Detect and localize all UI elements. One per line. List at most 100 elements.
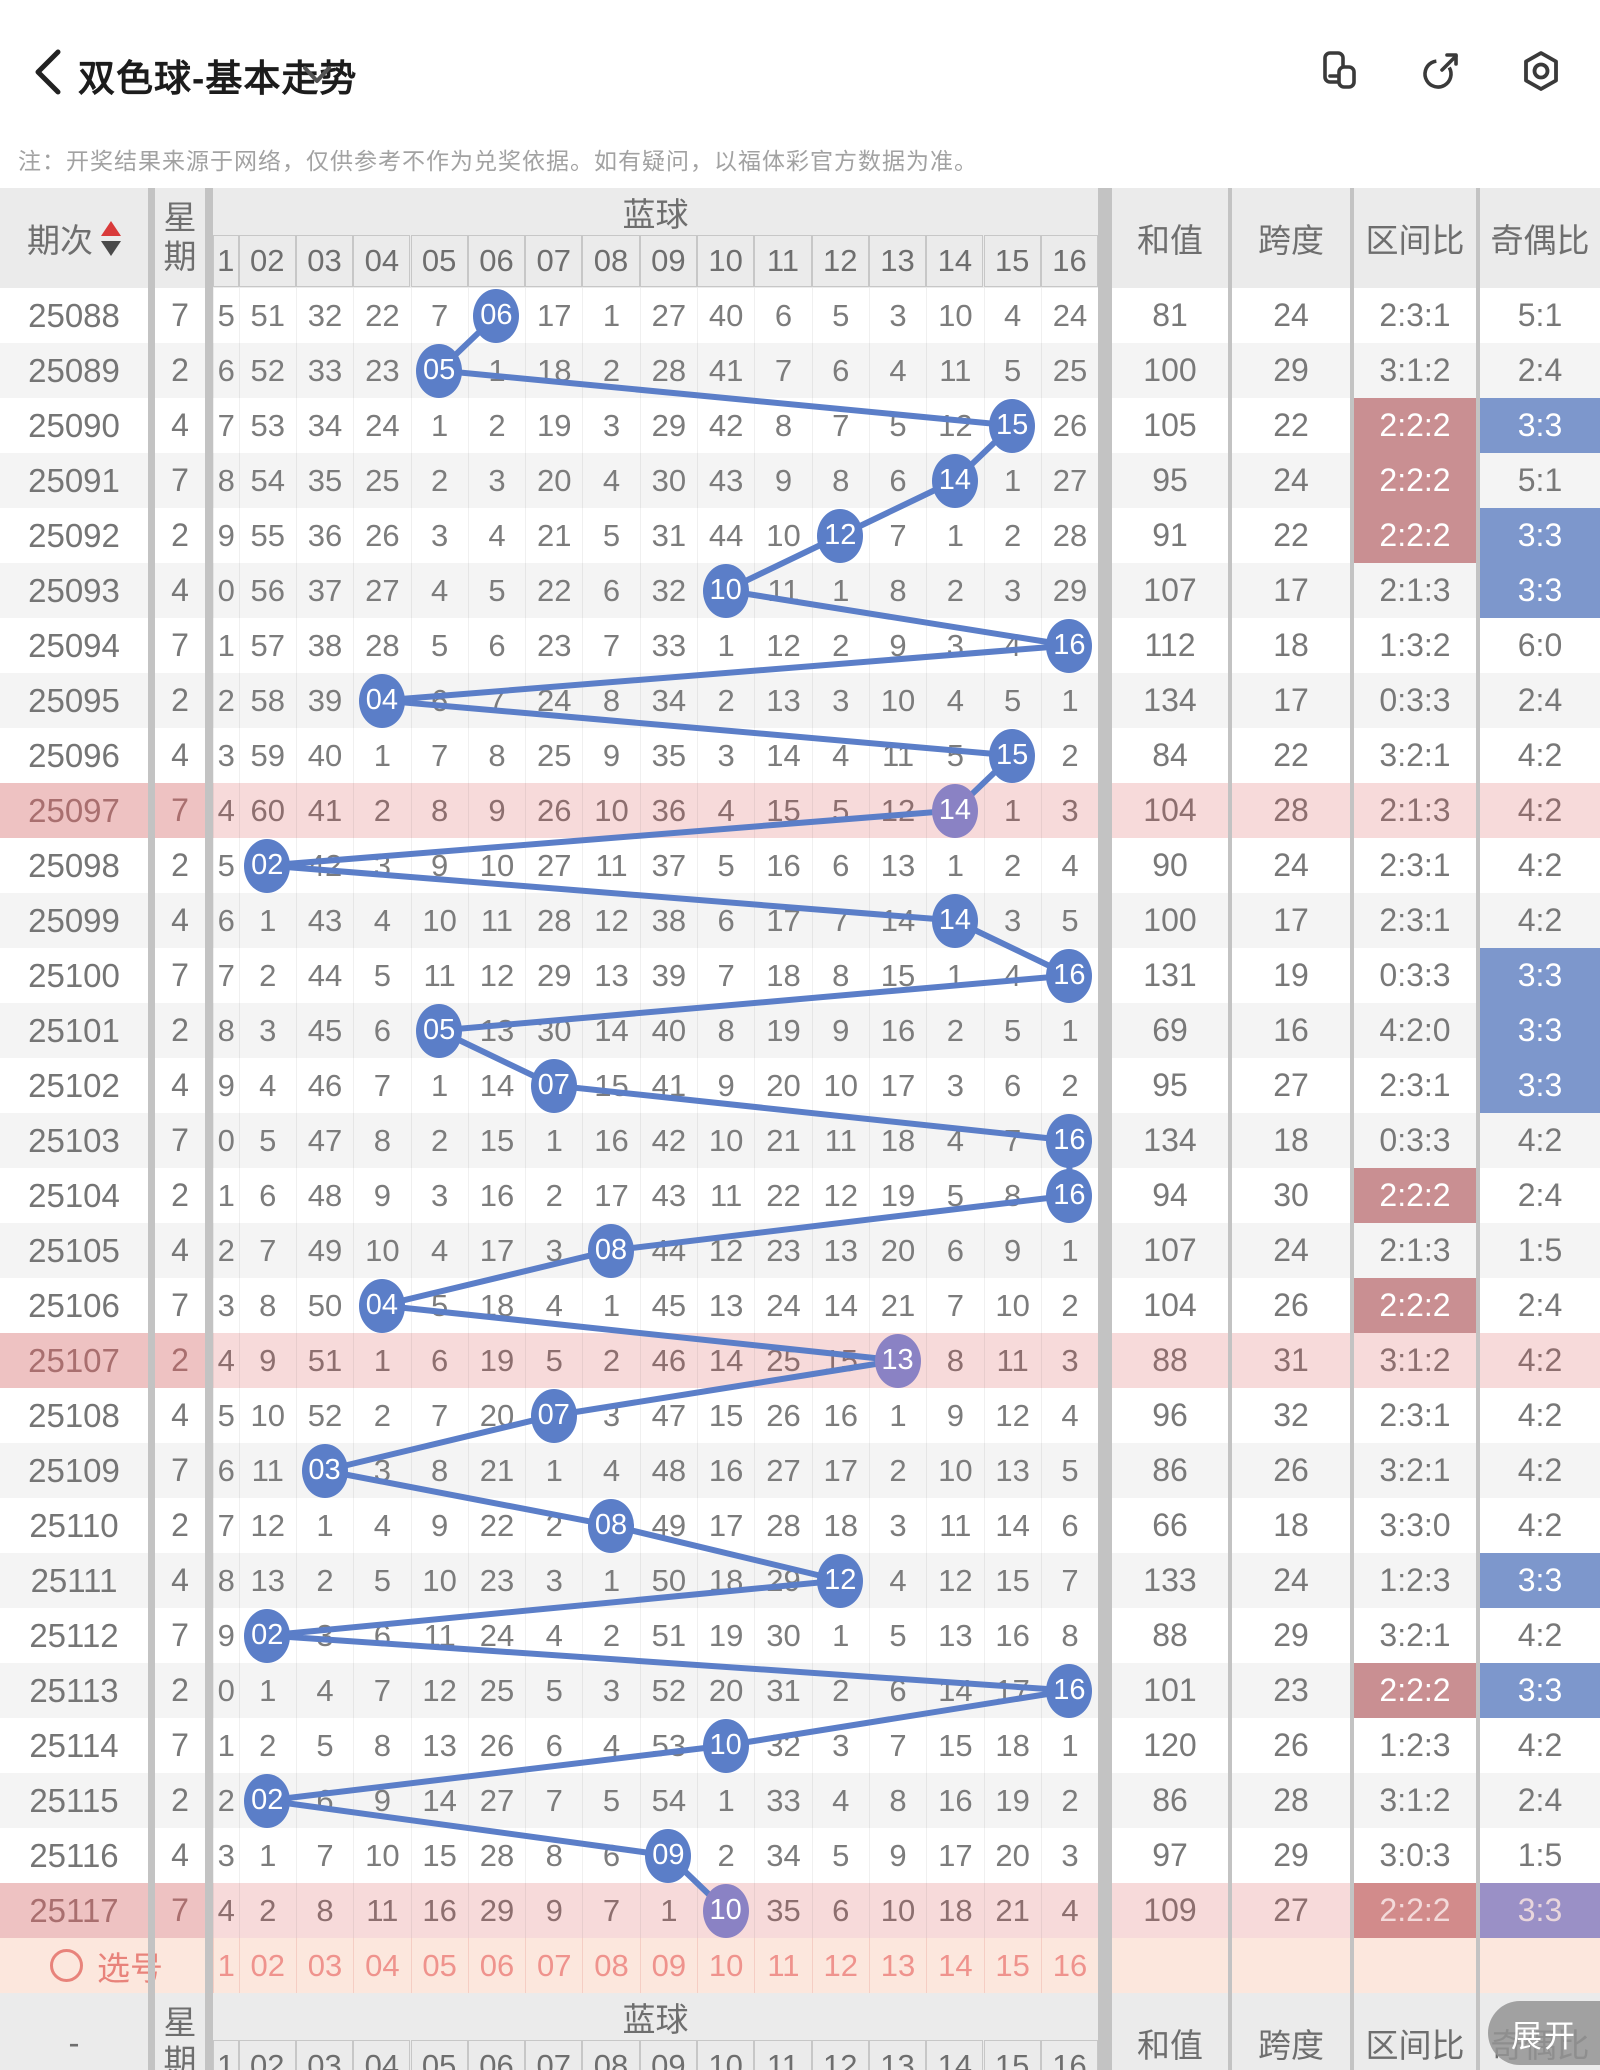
rotate-screen-icon[interactable] [1320, 50, 1362, 92]
interval-ratio-cell: 2:2:2 [1354, 1278, 1476, 1333]
issue-column-header[interactable]: 期次 [0, 188, 148, 288]
ball-miss-cell: 6 [811, 838, 869, 893]
winning-ball: 16 [1046, 1663, 1093, 1718]
table-row: 25094 7 1 57 38 28 5 6 23 7 33 1 12 2 9 3 4 112 18 1:3:2 6:0 [0, 618, 1600, 673]
span-cell: 32 [1273, 1397, 1309, 1433]
select-number-04[interactable]: 04 [353, 1938, 410, 1993]
ball-miss-cell: 6 [868, 453, 926, 508]
oddeven-ratio-cell: 2:4 [1517, 352, 1563, 388]
expand-button[interactable]: 展开 [1488, 2001, 1600, 2065]
sum-cell: 133 [1143, 1562, 1197, 1598]
ball-miss-cell: 1 [1040, 1223, 1098, 1278]
share-icon[interactable] [1420, 50, 1462, 92]
ball-miss-cell: 10 [353, 1223, 410, 1278]
select-number-03[interactable]: 03 [295, 1938, 353, 1993]
ball-miss-cell: 26 [353, 508, 410, 563]
ball-miss-cell: 7 [213, 398, 239, 453]
ball-miss-cell: 30 [639, 453, 697, 508]
ball-miss-cell: 11 [983, 1333, 1041, 1388]
ball-miss-cell: 6 [697, 893, 754, 948]
select-number-12[interactable]: 12 [811, 1938, 869, 1993]
ball-miss-cell: 7 [697, 948, 754, 1003]
select-number-05[interactable]: 05 [410, 1938, 468, 1993]
ball-miss-cell: 9 [410, 1498, 468, 1553]
table-row: 25101 2 8 3 45 6 13 30 14 40 8 19 9 16 2 5 1 69 16 4:2:0 3:3 [0, 1003, 1600, 1058]
span-cell: 26 [1273, 1287, 1309, 1323]
ball-miss-cell [467, 288, 525, 343]
select-number-11[interactable]: 11 [754, 1938, 811, 1993]
issue-cell: 25094 [28, 626, 120, 664]
ball-miss-cell: 24 [754, 1278, 811, 1333]
ball-miss-cell: 21 [868, 1278, 926, 1333]
interval-column-header: 区间比 [1365, 2027, 1465, 2064]
select-number-10[interactable]: 10 [697, 1938, 754, 1993]
ball-miss-cell: 2 [238, 1718, 296, 1773]
select-number-1[interactable]: 1 [213, 1938, 239, 1993]
ball-miss-cell: 10 [868, 1883, 926, 1938]
select-number-09[interactable]: 09 [639, 1938, 697, 1993]
select-number-16[interactable]: 16 [1040, 1938, 1098, 1993]
ball-miss-cell: 5 [983, 343, 1041, 398]
ball-miss-cell: 12 [754, 618, 811, 673]
ball-miss-cell: 12 [868, 783, 926, 838]
ball-miss-cell: 49 [295, 1223, 353, 1278]
ball-miss-cell: 15 [697, 1388, 754, 1443]
column-divider [148, 188, 155, 2070]
ball-miss-cell: 27 [467, 1773, 525, 1828]
ball-miss-cell: 14 [467, 1058, 525, 1113]
ball-miss-cell: 10 [697, 1113, 754, 1168]
ball-miss-cell: 2 [213, 1773, 239, 1828]
ball-miss-cell: 8 [467, 728, 525, 783]
select-number-06[interactable]: 06 [467, 1938, 525, 1993]
span-cell: 24 [1273, 847, 1309, 883]
issue-cell: 25088 [28, 296, 120, 334]
select-number-13[interactable]: 13 [868, 1938, 926, 1993]
sum-cell: 94 [1152, 1177, 1188, 1213]
chevron-down-icon[interactable] [300, 62, 334, 88]
ball-miss-cell: 5 [582, 508, 639, 563]
table-row: 25106 7 3 8 50 5 18 4 1 45 13 24 14 21 7 10 2 104 26 2:2:2 2… [0, 1278, 1600, 1333]
interval-ratio-cell: 2:2:2 [1354, 398, 1476, 453]
ball-miss-cell: 1 [926, 508, 983, 563]
select-number-02[interactable]: 02 [238, 1938, 296, 1993]
ball-miss-cell: 10 [811, 1058, 869, 1113]
select-number-15[interactable]: 15 [983, 1938, 1041, 1993]
ball-miss-cell: 3 [467, 453, 525, 508]
issue-cell: 25115 [29, 1781, 119, 1819]
span-cell: 30 [1273, 1177, 1309, 1213]
sum-cell: 112 [1144, 627, 1196, 663]
issue-cell: 25091 [28, 461, 120, 499]
ball-miss-cell: 18 [926, 1883, 983, 1938]
settings-icon[interactable] [1520, 50, 1562, 92]
span-cell: 18 [1273, 1122, 1309, 1158]
oddeven-ratio-cell: 6:0 [1517, 627, 1563, 663]
interval-ratio-cell: 3:2:1 [1379, 1617, 1451, 1653]
select-number-08[interactable]: 08 [582, 1938, 639, 1993]
ball-miss-cell: 2 [868, 1443, 926, 1498]
ball-column-header: 12 [811, 235, 869, 287]
ball-miss-cell: 9 [582, 728, 639, 783]
ball-miss-cell: 2 [983, 838, 1041, 893]
ball-miss-cell: 29 [639, 398, 697, 453]
ball-column-header: 10 [697, 235, 755, 287]
winning-ball: 04 [358, 1278, 405, 1333]
select-number-14[interactable]: 14 [926, 1938, 983, 1993]
oddeven-ratio-cell: 1:5 [1517, 1837, 1563, 1873]
issue-cell: 25105 [28, 1231, 120, 1269]
select-number-07[interactable]: 07 [525, 1938, 582, 1993]
ball-miss-cell: 8 [1040, 1608, 1098, 1663]
week-cell: 7 [171, 627, 189, 663]
oddeven-column-header: 奇偶比 [1490, 222, 1590, 259]
ball-column-header: 02 [238, 235, 296, 287]
ball-miss-cell: 4 [697, 783, 754, 838]
ball-miss-cell: 27 [1040, 453, 1098, 508]
ball-miss-cell: 17 [697, 1498, 754, 1553]
ball-miss-cell: 47 [295, 1113, 353, 1168]
sort-icons[interactable] [101, 220, 121, 256]
interval-ratio-cell: 2:2:2 [1354, 1663, 1476, 1718]
back-icon[interactable] [30, 46, 66, 98]
ball-miss-cell: 6 [582, 563, 639, 618]
span-cell: 17 [1273, 682, 1309, 718]
winning-ball: 10 [702, 1718, 749, 1773]
ball-miss-cell: 1 [582, 1278, 639, 1333]
